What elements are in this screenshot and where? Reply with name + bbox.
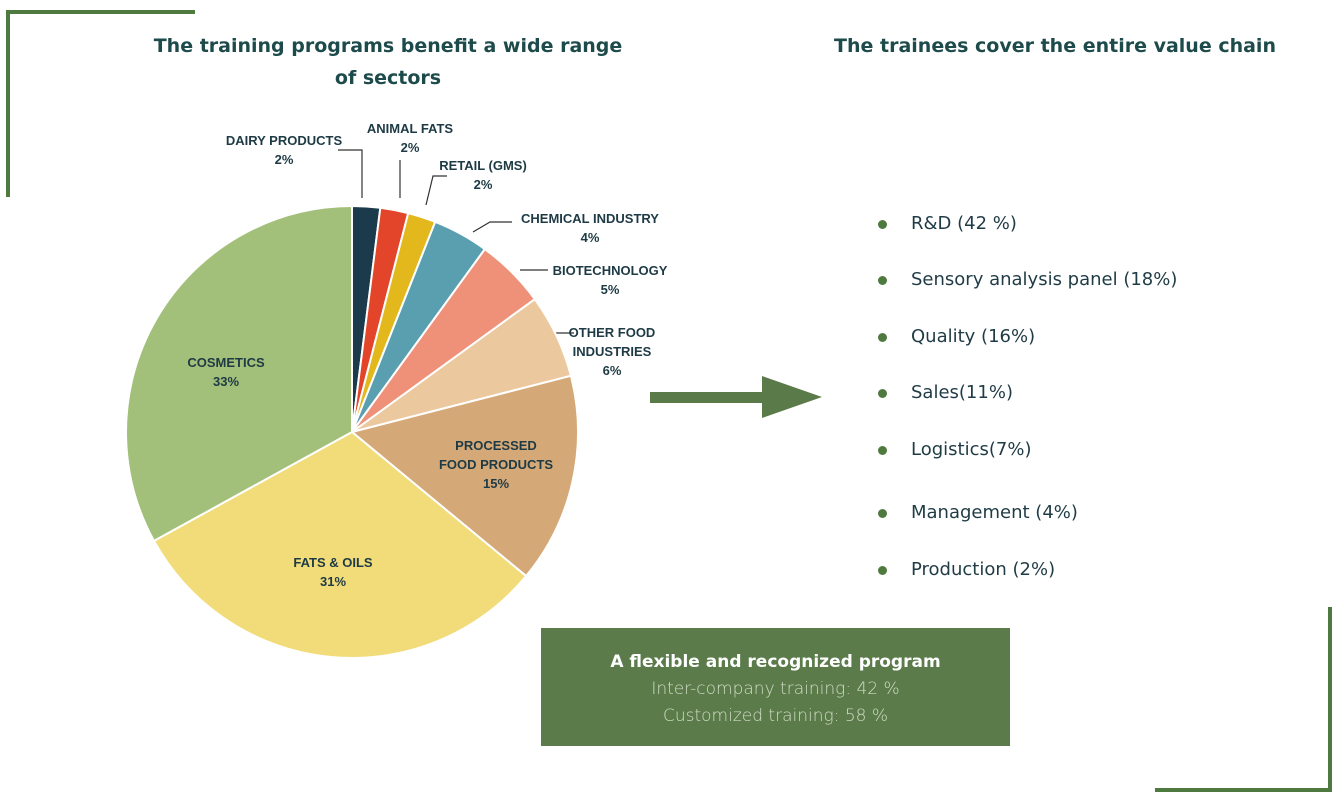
frame [6,10,1332,792]
pie-label-name: BIOTECHNOLOGY [552,263,668,278]
pie-label-name: OTHER FOOD INDUSTRIES [568,325,656,359]
leader-line [425,175,447,206]
pie-label-name: CHEMICAL INDUSTRY [521,211,659,226]
list-title: The trainees cover the entire value chai… [834,35,1276,57]
pie-label-value: 5% [600,282,620,297]
pie-label: BIOTECHNOLOGY 5% [535,261,685,299]
pie-label: CHEMICAL INDUSTRY 4% [505,209,675,247]
pie-label-value: 2% [473,177,493,192]
list-item-text: Production (2%) [911,559,1056,580]
leader-line [472,221,512,233]
pie-label-name: RETAIL (GMS) [439,158,527,173]
pie-label-name: DAIRY PRODUCTS [225,133,343,148]
pie-slice [349,374,579,578]
frame-corner [1155,607,1332,792]
chart-title: The training programs benefit a wide ran… [153,35,623,89]
pie-label-name: PROCESSED FOOD PRODUCTS [438,438,554,472]
pie-label: COSMETICS 33% [166,353,286,391]
list-item-text: Quality (16%) [911,326,1036,347]
pie-label-value: 31% [319,574,347,589]
pie-label-value: 6% [602,363,622,378]
box-line: Inter-company training: 42 % [651,679,900,699]
arrow-shaft [650,392,765,403]
bullet [878,509,887,518]
pie-label: PROCESSED FOOD PRODUCTS 15% [436,436,556,493]
pie-label: FATS & OILS 31% [273,553,393,591]
bullet [878,389,887,398]
pie-label: RETAIL (GMS) 2% [423,156,543,194]
bullet [878,566,887,575]
pie-label: OTHER FOOD INDUSTRIES 6% [557,323,667,380]
box-line: Customized training: 58 % [662,706,889,726]
frame-corner [6,10,195,197]
program-box: A flexible and recognized program Inter-… [541,628,1010,746]
pie-label-value: 4% [580,230,600,245]
arrow-head [762,376,822,418]
pie-label: ANIMAL FATS 2% [345,119,475,157]
pie [125,204,579,659]
pie-label-name: COSMETICS [187,355,265,370]
pie-label-name: FATS & OILS [293,555,373,570]
arrow [650,376,822,418]
leader-lines [338,149,574,334]
bullet [878,446,887,455]
bullet [878,276,887,285]
box-title: A flexible and recognized program [610,652,941,672]
pie-label-name: ANIMAL FATS [366,121,454,136]
bullet [878,220,887,229]
pie-label-value: 2% [400,140,420,155]
pie-slice [152,430,528,659]
list-item-text: Sensory analysis panel (18%) [911,269,1178,290]
pie-label-value: 2% [274,152,294,167]
pie-label-value: 33% [212,374,240,389]
pie-label-value: 15% [482,476,510,491]
leader-line [338,149,363,198]
list-item-text: R&D (42 %) [911,213,1017,234]
list-item-text: Sales(11%) [911,382,1013,403]
pie-label: DAIRY PRODUCTS 2% [214,131,354,169]
bullet [878,333,887,342]
pie-slice [125,204,353,543]
list-item-text: Management (4%) [911,502,1078,523]
list-item-text: Logistics(7%) [911,439,1032,460]
